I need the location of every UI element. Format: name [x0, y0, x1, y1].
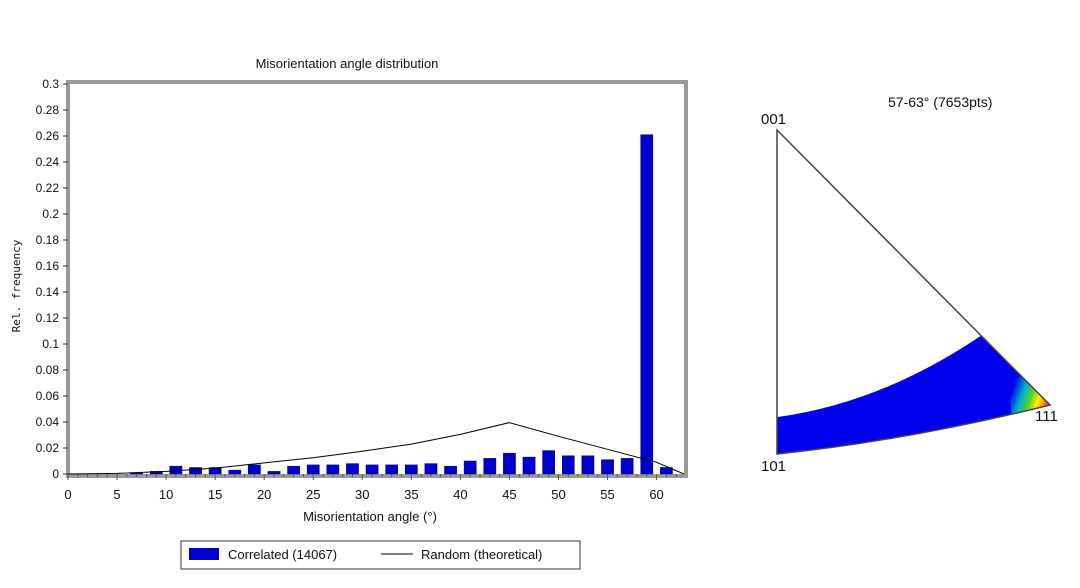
- x-tick-label: 30: [355, 487, 369, 502]
- bar: [208, 467, 222, 475]
- bar: [542, 450, 555, 475]
- y-tick-label: 0.1: [42, 337, 59, 351]
- bar: [503, 452, 516, 475]
- bar: [463, 460, 477, 475]
- ipf-label-101: 101: [761, 458, 786, 475]
- x-axis: 0 5 10 15 20 25 30 35 40 45 50 55 60: [64, 474, 677, 502]
- bar: [248, 464, 261, 475]
- x-tick-label: 60: [649, 487, 663, 502]
- bar: [483, 458, 497, 475]
- legend-label-correlated: Correlated (14067): [228, 547, 337, 562]
- x-tick-label: 25: [306, 487, 320, 502]
- legend-swatch-correlated: [189, 548, 219, 560]
- bar: [522, 456, 536, 475]
- y-tick-label: 0.16: [36, 259, 60, 273]
- x-axis-label: Misorientation angle (°): [303, 509, 437, 524]
- y-tick-label: 0.02: [36, 441, 60, 455]
- bar: [365, 464, 379, 475]
- line-series-random: [67, 422, 685, 475]
- x-tick-label: 20: [257, 487, 271, 502]
- bar: [287, 465, 300, 475]
- ipf-outline: [776, 128, 1052, 455]
- y-tick-label: 0.06: [36, 389, 60, 403]
- bar: [601, 459, 614, 475]
- y-tick-label: 0.04: [36, 415, 60, 429]
- y-tick-label: 0.24: [36, 155, 60, 169]
- y-axis-label: Rel. frequency: [10, 239, 23, 332]
- y-tick-label: 0.3: [42, 77, 59, 91]
- bar: [326, 464, 340, 475]
- chart-title: Misorientation angle distribution: [256, 56, 439, 71]
- x-tick-label: 40: [453, 487, 467, 502]
- ipf-label-001: 001: [761, 111, 786, 128]
- bar: [189, 467, 202, 475]
- bar-series-correlated: [130, 134, 673, 475]
- y-tick-label: 0.12: [36, 311, 60, 325]
- bar: [385, 464, 399, 475]
- bar: [306, 464, 320, 475]
- plot-frame: [66, 80, 688, 478]
- bar: [561, 455, 575, 475]
- y-tick-label: 0.18: [36, 233, 60, 247]
- bar: [424, 463, 438, 475]
- x-tick-label: 15: [208, 487, 222, 502]
- x-tick-label: 5: [113, 487, 120, 502]
- y-tick-label: 0.08: [36, 363, 60, 377]
- bar: [267, 471, 281, 475]
- bar: [581, 455, 595, 475]
- y-tick-label: 0.22: [36, 181, 60, 195]
- bar: [444, 465, 457, 475]
- bar: [346, 463, 359, 475]
- bar: [405, 464, 418, 475]
- x-tick-label: 0: [64, 487, 71, 502]
- bar: [640, 134, 654, 475]
- y-tick-label: 0: [52, 467, 59, 481]
- x-tick-label: 55: [600, 487, 614, 502]
- legend: Correlated (14067) Random (theoretical): [180, 540, 581, 570]
- legend-label-random: Random (theoretical): [421, 547, 542, 562]
- y-tick-label: 0.14: [36, 285, 60, 299]
- y-tick-label: 0.28: [36, 103, 60, 117]
- x-tick-label: 50: [551, 487, 565, 502]
- ipf-title: 57-63° (7653pts): [888, 94, 992, 110]
- x-tick-label: 35: [404, 487, 418, 502]
- y-axis: 0 0.02 0.04 0.06 0.08 0.1 0.12 0.14 0.16 0.18 0.2 0…: [36, 77, 68, 481]
- legend-box: [180, 540, 581, 570]
- x-tick-label: 45: [502, 487, 516, 502]
- y-tick-label: 0.2: [42, 207, 59, 221]
- bar: [228, 469, 242, 475]
- x-tick-label: 10: [159, 487, 173, 502]
- bar: [660, 467, 673, 475]
- ipf-label-111: 111: [1035, 408, 1058, 425]
- y-tick-label: 0.26: [36, 129, 60, 143]
- bar: [620, 458, 634, 475]
- ipf-triangle: 001 101 111: [761, 111, 1058, 475]
